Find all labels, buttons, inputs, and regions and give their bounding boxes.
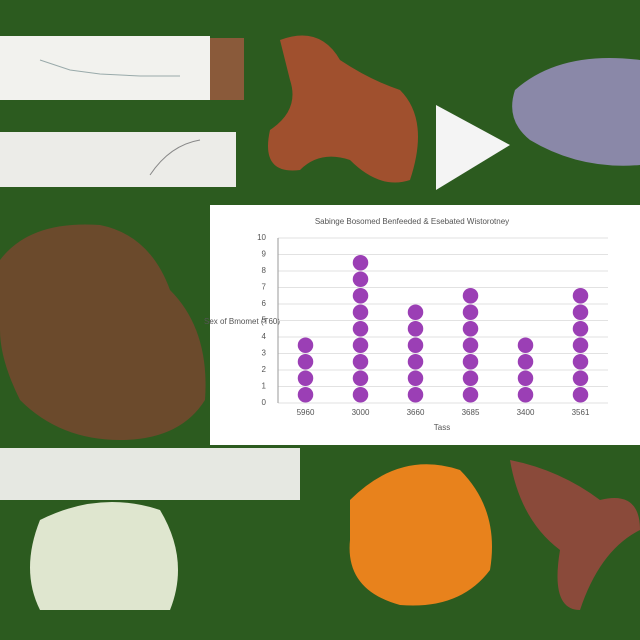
y-tick-label: 1 bbox=[262, 382, 267, 391]
y-tick-label: 10 bbox=[257, 233, 266, 242]
x-tick-label: 3400 bbox=[517, 408, 535, 417]
x-tick-label: 5960 bbox=[297, 408, 315, 417]
y-tick-label: 2 bbox=[262, 365, 267, 374]
dot bbox=[407, 386, 424, 403]
dot bbox=[352, 353, 369, 370]
organism bbox=[0, 224, 206, 440]
dot bbox=[462, 353, 479, 370]
y-tick-label: 8 bbox=[262, 266, 267, 275]
x-tick-label: 3000 bbox=[352, 408, 370, 417]
dot bbox=[297, 337, 314, 354]
dot bbox=[517, 370, 534, 387]
dot bbox=[572, 386, 589, 403]
dot bbox=[352, 370, 369, 387]
dot bbox=[572, 353, 589, 370]
document-panel bbox=[0, 132, 236, 187]
dot bbox=[517, 337, 534, 354]
dot-column bbox=[297, 337, 314, 403]
document-panel bbox=[0, 36, 210, 100]
x-tick-label: 3561 bbox=[572, 408, 590, 417]
plot: 0 1 2 3 4 5 6 7 8 9 10 5960 3000 3660 3685 3400 3561 bbox=[257, 233, 608, 417]
image-tile bbox=[210, 38, 244, 100]
chart-panel bbox=[210, 205, 640, 445]
dot bbox=[297, 370, 314, 387]
organism bbox=[268, 35, 418, 183]
dot bbox=[407, 320, 424, 337]
y-tick-label: 0 bbox=[262, 398, 267, 407]
dot bbox=[407, 370, 424, 387]
dot-column bbox=[517, 337, 534, 403]
dot bbox=[352, 254, 369, 271]
dot bbox=[407, 304, 424, 321]
dot bbox=[352, 304, 369, 321]
organism bbox=[510, 460, 640, 610]
dot bbox=[462, 337, 479, 354]
dot bbox=[462, 370, 479, 387]
dot bbox=[352, 337, 369, 354]
dot bbox=[462, 304, 479, 321]
dot bbox=[572, 320, 589, 337]
x-tick-label: 3660 bbox=[407, 408, 425, 417]
dot bbox=[352, 386, 369, 403]
dot bbox=[297, 386, 314, 403]
y-tick-label: 7 bbox=[262, 283, 267, 292]
organism bbox=[512, 58, 640, 166]
x-axis-label: Tass bbox=[434, 423, 450, 432]
organism bbox=[349, 464, 492, 606]
document-panel bbox=[0, 448, 300, 500]
dot bbox=[572, 287, 589, 304]
y-tick-label: 5 bbox=[262, 316, 267, 325]
dot-column bbox=[572, 287, 589, 403]
dot bbox=[462, 386, 479, 403]
dot bbox=[352, 287, 369, 304]
dot bbox=[572, 337, 589, 354]
dot bbox=[407, 337, 424, 354]
chart-title: Sabinge Bosomed Benfeeded & Esebated Wis… bbox=[315, 217, 509, 226]
dot bbox=[572, 370, 589, 387]
dot-column bbox=[352, 254, 369, 403]
dot bbox=[572, 304, 589, 321]
x-tick-label: 3685 bbox=[462, 408, 480, 417]
dot bbox=[462, 320, 479, 337]
dot bbox=[407, 353, 424, 370]
y-tick-label: 4 bbox=[262, 332, 267, 341]
y-axis-label: Sex of Bmomet (T60) bbox=[204, 317, 280, 326]
organism bbox=[30, 502, 178, 610]
dot bbox=[517, 353, 534, 370]
y-tick-label: 3 bbox=[262, 349, 267, 358]
decor-line bbox=[149, 139, 201, 176]
dot bbox=[352, 271, 369, 288]
y-tick-label: 6 bbox=[262, 299, 267, 308]
y-tick-label: 9 bbox=[262, 250, 267, 259]
dot-column bbox=[407, 304, 424, 403]
decor-line bbox=[39, 59, 180, 77]
dot bbox=[462, 287, 479, 304]
dot bbox=[297, 353, 314, 370]
dot bbox=[517, 386, 534, 403]
triangle-panel bbox=[436, 105, 510, 190]
dot-column bbox=[462, 287, 479, 403]
dot bbox=[352, 320, 369, 337]
